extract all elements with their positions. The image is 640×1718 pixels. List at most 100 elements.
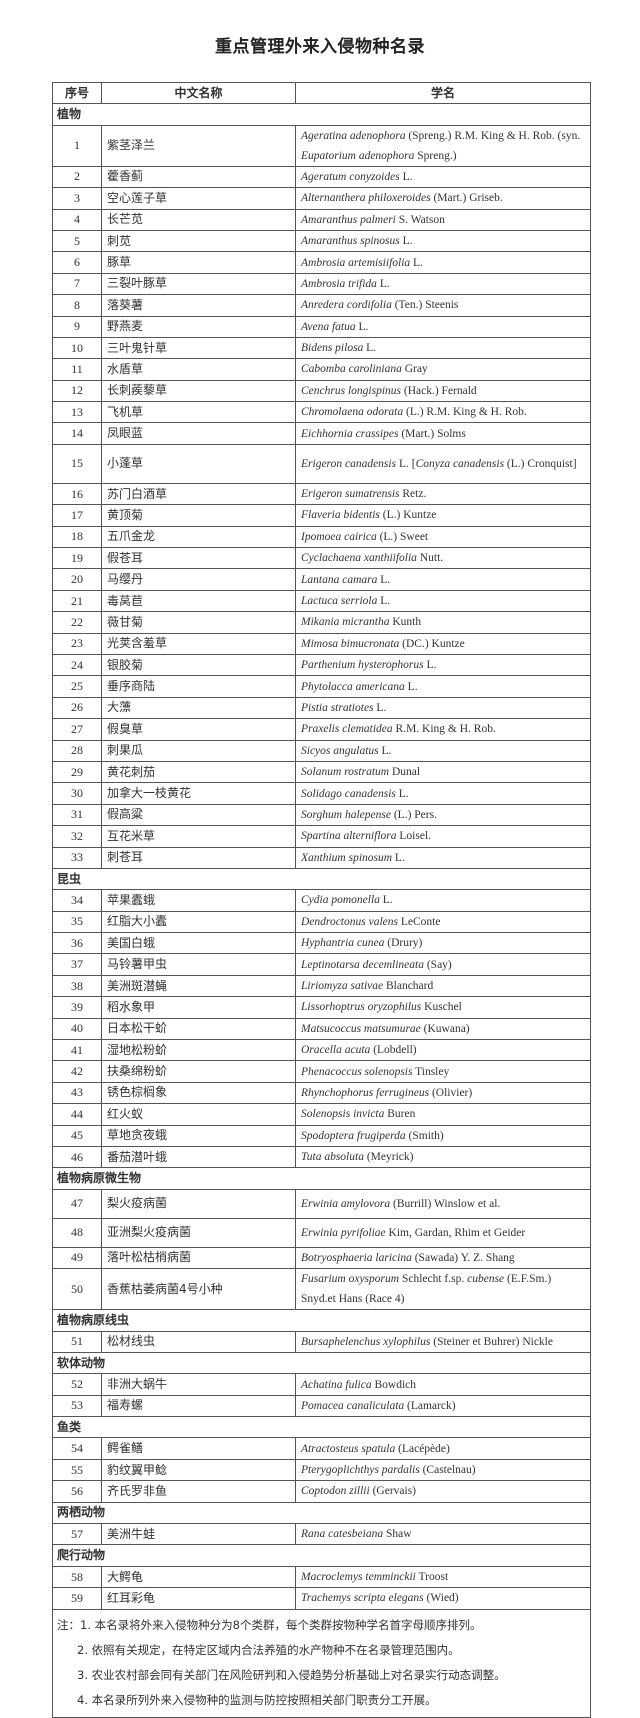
chinese-name: 美国白蛾 [101, 932, 296, 955]
scientific-name-italic: Sicyos angulatus [301, 744, 379, 757]
chinese-name: 互花米草 [101, 825, 296, 848]
scientific-name: Mimosa bimucronata (DC.) Kuntze [295, 632, 591, 655]
scientific-name-author: Retz. [399, 488, 427, 501]
table-row: 21 毒莴苣 Lactuca serriola L. [52, 589, 591, 613]
chinese-name: 苹果蠹蛾 [101, 889, 296, 912]
scientific-name-author: Gray [401, 363, 428, 376]
table-row: 14 凤眼蓝 Eichhornia crassipes (Mart.) Solms [52, 422, 591, 445]
table-row: 36 美国白蛾 Hyphantria cunea (Drury) [52, 932, 591, 955]
row-number: 20 [52, 568, 102, 591]
scientific-name-author: (Lobdell) [370, 1044, 417, 1057]
scientific-name: Phenacoccus solenopsis Tinsley [295, 1060, 591, 1083]
table-row: 28 刺果瓜 Sicyos angulatus L. [52, 739, 591, 762]
scientific-name-author: Blanchard [383, 980, 434, 993]
scientific-name-author: Kuschel [421, 1001, 462, 1014]
table-row: 44 红火蚁 Solenopsis invicta Buren [52, 1103, 591, 1126]
chinese-name: 毒莴苣 [101, 589, 296, 613]
scientific-name-italic: Phenacoccus solenopsis [301, 1065, 413, 1078]
chinese-name: 银胶菊 [101, 653, 296, 677]
scientific-name: Alternanthera philoxeroides (Mart.) Gris… [295, 187, 591, 210]
table-row: 1 紫茎泽兰 Ageratina adenophora (Spreng.) R.M.… [52, 124, 591, 167]
row-number: 22 [52, 611, 102, 634]
scientific-name-author: Loisel. [396, 830, 432, 843]
scientific-name-author: Dunal [389, 766, 421, 779]
table-row: 53 福寿螺 Pomacea canaliculata (Lamarck) [52, 1394, 591, 1418]
scientific-name: Praxelis clematidea R.M. King & H. Rob. [295, 718, 591, 741]
scientific-name: Fusarium oxysporum Schlecht f.sp. cubens… [295, 1268, 591, 1311]
table-row: 4 长芒苋 Amaranthus palmeri S. Watson [52, 208, 591, 231]
category-row: 植物 [52, 103, 591, 126]
chinese-name: 马铃薯甲虫 [101, 953, 296, 976]
chinese-name: 紫茎泽兰 [101, 124, 296, 167]
scientific-name-author: Spreng.) [414, 149, 457, 162]
table-row: 40 日本松干蚧 Matsucoccus matsumurae (Kuwana) [52, 1017, 591, 1041]
scientific-name: Pomacea canaliculata (Lamarck) [295, 1394, 591, 1418]
chinese-name: 大薸 [101, 696, 296, 720]
table-row: 13 飞机草 Chromolaena odorata (L.) R.M. King … [52, 401, 591, 424]
scientific-name: Lantana camara L. [295, 568, 591, 591]
row-number: 6 [52, 251, 102, 274]
scientific-name: Cabomba caroliniana Gray [295, 358, 591, 381]
scientific-name-author: (L.) Cronquist] [504, 457, 577, 470]
scientific-name: Xanthium spinosum L. [295, 846, 591, 869]
category-row: 两栖动物 [52, 1501, 591, 1525]
scientific-name-italic: Flaveria bidentis [301, 509, 380, 522]
scientific-name: Anredera cordifolia (Ten.) Steenis [295, 294, 591, 317]
scientific-name-italic: Amaranthus palmeri [301, 213, 396, 226]
chinese-name: 黄花刺茄 [101, 760, 296, 784]
scientific-name: Ambrosia trifida L. [295, 272, 591, 296]
scientific-name-author: (Smith) [405, 1129, 444, 1142]
scientific-name-italic: Bidens pilosa [301, 342, 364, 355]
scientific-name-italic: Macroclemys temminckii [301, 1571, 416, 1584]
scientific-name: Lissorhoptrus oryzophilus Kuschel [295, 996, 591, 1019]
scientific-name: Eichhornia crassipes (Mart.) Solms [295, 422, 591, 445]
scientific-name-italic: Avena fatua [301, 320, 356, 333]
scientific-name-italic: Anredera cordifolia [301, 299, 392, 312]
table-row: 54 鳄雀鳝 Atractosteus spatula (Lacépède) [52, 1437, 591, 1460]
category-label: 植物 [52, 103, 591, 126]
table-row: 29 黄花刺茄 Solanum rostratum Dunal [52, 760, 591, 784]
table-row: 41 湿地松粉蚧 Oracella acuta (Lobdell) [52, 1039, 591, 1062]
note-line: 3. 农业农村部会同有关部门在风险研判和入侵趋势分析基础上对名录实行动态调整。 [77, 1667, 506, 1682]
scientific-name: Lactuca serriola L. [295, 589, 591, 613]
scientific-name: Spartina alterniflora Loisel. [295, 825, 591, 848]
scientific-name-author: L. [376, 277, 390, 290]
scientific-name-italic: Ageratina adenophora [301, 129, 406, 142]
row-number: 12 [52, 379, 102, 403]
table-row: 42 扶桑绵粉蚧 Phenacoccus solenopsis Tinsley [52, 1060, 591, 1083]
scientific-name-italic: Bursaphelenchus xylophilus [301, 1335, 431, 1348]
chinese-name: 红耳彩龟 [101, 1587, 296, 1610]
row-number: 57 [52, 1523, 102, 1546]
scientific-name-italic: Cyclachaena xanthiifolia [301, 552, 417, 565]
scientific-name-italic: Xanthium spinosum [301, 851, 393, 864]
table-row: 7 三裂叶豚草 Ambrosia trifida L. [52, 272, 591, 296]
scientific-name-italic: Cenchrus longispinus [301, 384, 401, 397]
row-number: 10 [52, 336, 102, 360]
scientific-name-author: L. [377, 573, 391, 586]
scientific-name-italic: Praxelis clematidea [301, 723, 393, 736]
row-number: 45 [52, 1124, 102, 1147]
table-row: 27 假臭草 Praxelis clematidea R.M. King & H. … [52, 718, 591, 741]
row-number: 48 [52, 1217, 102, 1248]
scientific-name-author: (DC.) Kuntze [399, 637, 465, 650]
scientific-name-author: (L.) R.M. King & H. Rob. [403, 406, 527, 419]
chinese-name: 梨火疫病菌 [101, 1188, 296, 1219]
header-chinese-name: 中文名称 [101, 81, 296, 105]
category-label: 软体动物 [52, 1351, 591, 1375]
table-row: 24 银胶菊 Parthenium hysterophorus L. [52, 653, 591, 677]
row-number: 25 [52, 675, 102, 698]
chinese-name: 齐氏罗非鱼 [101, 1480, 296, 1503]
row-number: 58 [52, 1565, 102, 1589]
table-row: 45 草地贪夜蛾 Spodoptera frugiperda (Smith) [52, 1124, 591, 1147]
scientific-name-author: L. [410, 256, 423, 269]
category-label: 爬行动物 [52, 1544, 591, 1567]
row-number: 39 [52, 996, 102, 1019]
scientific-name-italic: Pistia stratiotes [301, 701, 374, 714]
row-number: 55 [52, 1458, 102, 1482]
chinese-name: 三裂叶豚草 [101, 272, 296, 296]
row-number: 7 [52, 272, 102, 296]
scientific-name-author: L. [355, 320, 369, 333]
row-number: 51 [52, 1330, 102, 1353]
category-row: 爬行动物 [52, 1544, 591, 1567]
scientific-name: Macroclemys temminckii Troost [295, 1565, 591, 1589]
